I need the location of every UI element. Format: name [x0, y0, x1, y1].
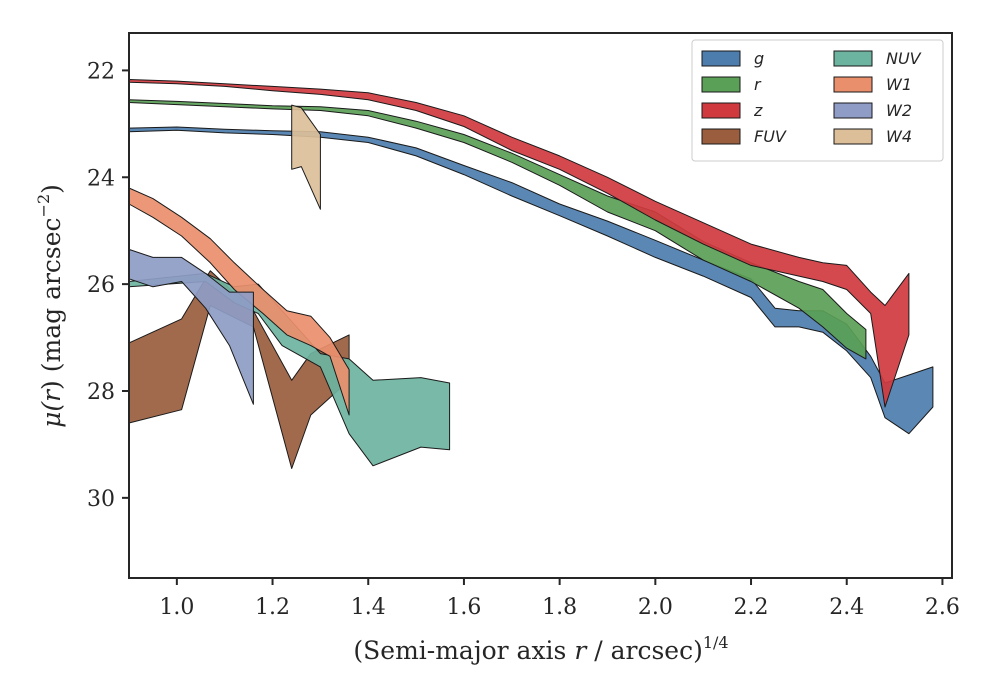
- legend-label-g: g: [754, 49, 764, 68]
- legend-swatch-w4: [833, 128, 873, 145]
- series-band-w2: [128, 248, 254, 405]
- x-tick-label: 2.6: [925, 595, 960, 620]
- x-tick-label: 2.4: [829, 595, 864, 620]
- legend-label-r: r: [754, 75, 762, 94]
- legend-frame: [691, 39, 944, 162]
- legend-swatch-w1: [833, 76, 873, 93]
- legend: grz FUV NUV W1 W2 W4: [691, 39, 944, 162]
- y-tick-label: 30: [87, 487, 115, 512]
- legend-swatch-g: [701, 50, 741, 67]
- series-band-r: [128, 99, 867, 360]
- legend-label-w2: W2: [886, 101, 912, 120]
- series-band-z: [128, 79, 910, 408]
- y-tick-label: 26: [87, 273, 115, 298]
- y-tick-label: 22: [87, 59, 115, 84]
- y-tick-label: 28: [87, 380, 115, 405]
- x-tick-label: 1.6: [446, 595, 481, 620]
- legend-swatch-fuv: [701, 128, 741, 145]
- legend-swatch-z: [701, 102, 741, 119]
- series-layer: [128, 79, 934, 469]
- legend-label-z: z: [753, 101, 763, 120]
- series-band-g: [128, 126, 934, 435]
- x-tick-label: 1.2: [255, 595, 290, 620]
- legend-label-nuv: NUV: [886, 49, 922, 68]
- plot-frame: [128, 32, 953, 579]
- x-tick-label: 1.8: [542, 595, 577, 620]
- x-tick-label: 2.2: [734, 595, 769, 620]
- legend-label-w4: W4: [886, 127, 912, 146]
- x-tick-label: 1.4: [351, 595, 386, 620]
- legend-swatch-w2: [833, 102, 873, 119]
- legend-swatch-r: [701, 76, 741, 93]
- legend-label-fuv: FUV: [754, 127, 787, 146]
- series-band-w1: [128, 187, 350, 416]
- y-axis-label: μ(r) (mag arcsec−2): [34, 184, 66, 428]
- legend-label-w1: W1: [886, 75, 912, 94]
- x-axis-label: (Semi-major axis r / arcsec)1/4: [353, 633, 728, 665]
- legend-swatch-nuv: [833, 50, 873, 67]
- y-tick-label: 24: [87, 166, 115, 191]
- ticks-layer: 1.0 1.2 1.4 1.6 1.8 2.0 2.2 2.4 2.6 22 24 26 28 30: [87, 59, 960, 620]
- x-tick-label: 2.0: [638, 595, 673, 620]
- series-band-w4: [291, 104, 321, 210]
- x-tick-label: 1.0: [159, 595, 194, 620]
